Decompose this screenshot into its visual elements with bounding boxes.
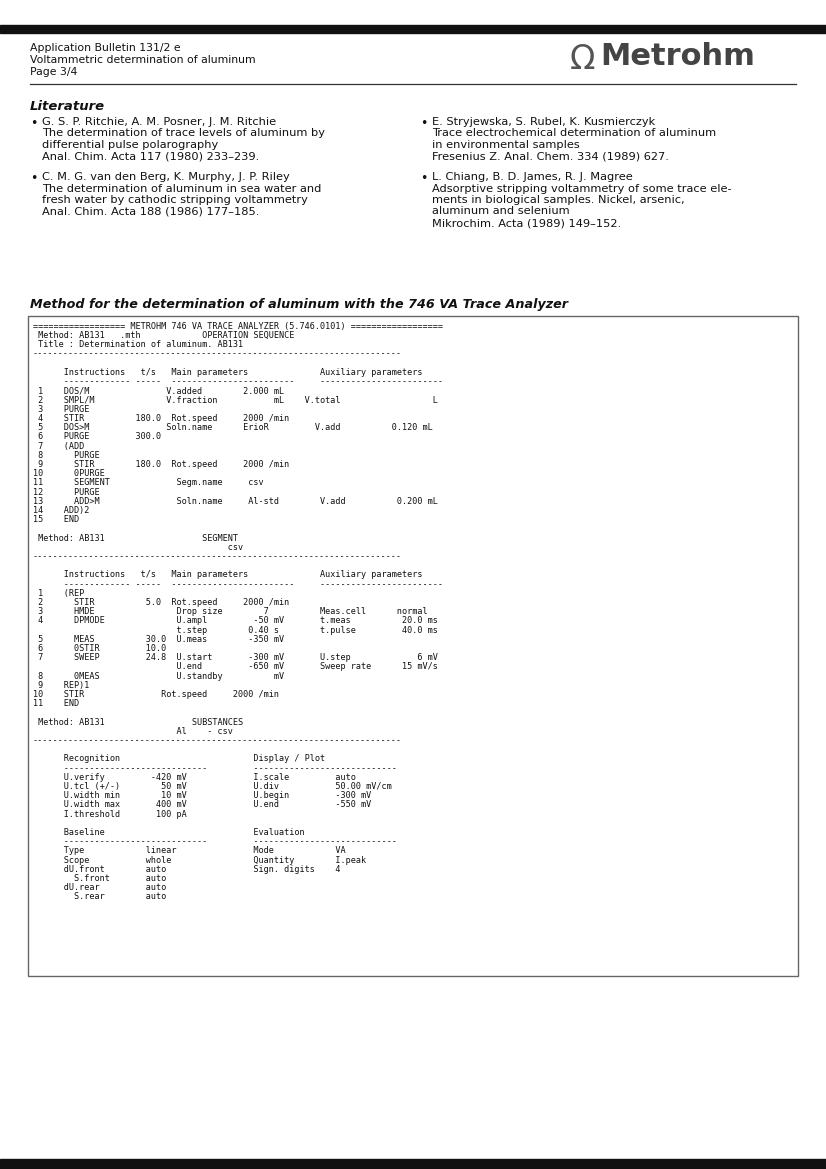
Text: Method: AB131   .mth            OPERATION SEQUENCE: Method: AB131 .mth OPERATION SEQUENCE <box>33 331 294 340</box>
Text: 8      PURGE: 8 PURGE <box>33 451 100 459</box>
Text: U.end         -650 mV       Sweep rate      15 mV/s: U.end -650 mV Sweep rate 15 mV/s <box>33 663 438 671</box>
Text: 4      DPMODE              U.ampl         -50 mV       t.meas          20.0 ms: 4 DPMODE U.ampl -50 mV t.meas 20.0 ms <box>33 616 438 625</box>
Text: 5    DOS>M               Soln.name      ErioR         V.add          0.120 mL: 5 DOS>M Soln.name ErioR V.add 0.120 mL <box>33 423 433 433</box>
Text: The determination of trace levels of aluminum by: The determination of trace levels of alu… <box>42 129 325 138</box>
Text: t.step        0.40 s        t.pulse         40.0 ms: t.step 0.40 s t.pulse 40.0 ms <box>33 625 438 635</box>
Text: •: • <box>30 172 37 185</box>
Text: fresh water by cathodic stripping voltammetry: fresh water by cathodic stripping voltam… <box>42 195 308 205</box>
Text: ------------------------------------------------------------------------: ----------------------------------------… <box>33 552 402 561</box>
Text: L. Chiang, B. D. James, R. J. Magree: L. Chiang, B. D. James, R. J. Magree <box>432 172 633 182</box>
Text: S.front       auto: S.front auto <box>33 874 166 883</box>
Text: Trace electrochemical determination of aluminum: Trace electrochemical determination of a… <box>432 129 716 138</box>
Text: I.threshold       100 pA: I.threshold 100 pA <box>33 810 187 818</box>
Text: 9      STIR        180.0  Rot.speed     2000 /min: 9 STIR 180.0 Rot.speed 2000 /min <box>33 459 289 469</box>
Text: 2    SMPL/M              V.fraction           mL    V.total                  L: 2 SMPL/M V.fraction mL V.total L <box>33 395 438 404</box>
Text: Adsorptive stripping voltammetry of some trace ele-: Adsorptive stripping voltammetry of some… <box>432 184 732 194</box>
Text: Page 3/4: Page 3/4 <box>30 67 78 77</box>
Text: ------------- -----  ------------------------     ------------------------: ------------- ----- --------------------… <box>33 580 443 589</box>
Text: ----------------------------         ----------------------------: ---------------------------- -----------… <box>33 837 396 846</box>
Text: ----------------------------         ----------------------------: ---------------------------- -----------… <box>33 763 396 773</box>
Text: Ω: Ω <box>570 43 596 76</box>
Text: Application Bulletin 131/2 e: Application Bulletin 131/2 e <box>30 43 181 53</box>
Text: 13      ADD>M               Soln.name     Al-std        V.add          0.200 mL: 13 ADD>M Soln.name Al-std V.add 0.200 mL <box>33 497 438 506</box>
Text: ------------- -----  ------------------------     ------------------------: ------------- ----- --------------------… <box>33 378 443 386</box>
Text: Method: AB131                 SUBSTANCES: Method: AB131 SUBSTANCES <box>33 718 243 727</box>
Text: Anal. Chim. Acta 188 (1986) 177–185.: Anal. Chim. Acta 188 (1986) 177–185. <box>42 207 259 216</box>
Text: ------------------------------------------------------------------------: ----------------------------------------… <box>33 350 402 359</box>
Bar <box>28 316 798 976</box>
Text: 11      SEGMENT             Segm.name     csv: 11 SEGMENT Segm.name csv <box>33 478 263 487</box>
Text: 3    PURGE: 3 PURGE <box>33 404 89 414</box>
Text: Metrohm: Metrohm <box>600 42 755 71</box>
Text: 7      SWEEP         24.8  U.start       -300 mV       U.step             6 mV: 7 SWEEP 24.8 U.start -300 mV U.step 6 mV <box>33 653 438 662</box>
Text: Literature: Literature <box>30 101 105 113</box>
Text: ================== METROHM 746 VA TRACE ANALYZER (5.746.0101) ==================: ================== METROHM 746 VA TRACE … <box>33 321 443 331</box>
Text: Anal. Chim. Acta 117 (1980) 233–239.: Anal. Chim. Acta 117 (1980) 233–239. <box>42 152 259 161</box>
Text: Recognition                          Display / Plot: Recognition Display / Plot <box>33 754 325 763</box>
Text: •: • <box>420 117 427 130</box>
Text: 11    END: 11 END <box>33 699 79 708</box>
Text: S.rear        auto: S.rear auto <box>33 892 166 901</box>
Text: Instructions   t/s   Main parameters              Auxiliary parameters: Instructions t/s Main parameters Auxilia… <box>33 570 423 580</box>
Text: U.width max       400 mV             U.end           -550 mV: U.width max 400 mV U.end -550 mV <box>33 801 371 809</box>
Text: 2      STIR          5.0  Rot.speed     2000 /min: 2 STIR 5.0 Rot.speed 2000 /min <box>33 599 289 607</box>
Text: 10    STIR               Rot.speed     2000 /min: 10 STIR Rot.speed 2000 /min <box>33 690 279 699</box>
Text: 1    (REP: 1 (REP <box>33 589 84 597</box>
Text: Voltammetric determination of aluminum: Voltammetric determination of aluminum <box>30 55 255 65</box>
Text: ------------------------------------------------------------------------: ----------------------------------------… <box>33 736 402 745</box>
Text: in environmental samples: in environmental samples <box>432 140 580 150</box>
Text: 6    PURGE         300.0: 6 PURGE 300.0 <box>33 433 161 442</box>
Text: Title : Determination of aluminum. AB131: Title : Determination of aluminum. AB131 <box>33 340 243 350</box>
Text: aluminum and selenium: aluminum and selenium <box>432 207 570 216</box>
Text: •: • <box>30 117 37 130</box>
Text: The determination of aluminum in sea water and: The determination of aluminum in sea wat… <box>42 184 321 194</box>
Text: Fresenius Z. Anal. Chem. 334 (1989) 627.: Fresenius Z. Anal. Chem. 334 (1989) 627. <box>432 152 669 161</box>
Text: 7    (ADD: 7 (ADD <box>33 442 84 450</box>
Text: Method: AB131                   SEGMENT: Method: AB131 SEGMENT <box>33 533 238 542</box>
Text: 4    STIR          180.0  Rot.speed     2000 /min: 4 STIR 180.0 Rot.speed 2000 /min <box>33 414 289 423</box>
Text: Baseline                             Evaluation: Baseline Evaluation <box>33 828 305 837</box>
Text: dU.rear         auto: dU.rear auto <box>33 884 166 892</box>
Text: 14    ADD)2: 14 ADD)2 <box>33 506 89 516</box>
Text: U.verify         -420 mV             I.scale         auto: U.verify -420 mV I.scale auto <box>33 773 356 782</box>
Text: Instructions   t/s   Main parameters              Auxiliary parameters: Instructions t/s Main parameters Auxilia… <box>33 368 423 376</box>
Text: dU.front        auto                 Sign. digits    4: dU.front auto Sign. digits 4 <box>33 865 340 873</box>
Text: Al    - csv: Al - csv <box>33 727 233 735</box>
Text: U.width min        10 mV             U.begin         -300 mV: U.width min 10 mV U.begin -300 mV <box>33 791 371 801</box>
Text: 6      0STIR         10.0: 6 0STIR 10.0 <box>33 644 166 653</box>
Text: C. M. G. van den Berg, K. Murphy, J. P. Riley: C. M. G. van den Berg, K. Murphy, J. P. … <box>42 172 290 182</box>
Text: 15    END: 15 END <box>33 516 79 524</box>
Text: 12      PURGE: 12 PURGE <box>33 487 100 497</box>
Text: 1    DOS/M               V.added        2.000 mL: 1 DOS/M V.added 2.000 mL <box>33 387 284 395</box>
Text: differential pulse polarography: differential pulse polarography <box>42 140 218 150</box>
Text: 9    REP)1: 9 REP)1 <box>33 680 89 690</box>
Text: Scope           whole                Quantity        I.peak: Scope whole Quantity I.peak <box>33 856 366 865</box>
Text: E. Stryjewska, S. Rubel, K. Kusmierczyk: E. Stryjewska, S. Rubel, K. Kusmierczyk <box>432 117 655 127</box>
Text: 3      HMDE                Drop size        7          Meas.cell      normal: 3 HMDE Drop size 7 Meas.cell normal <box>33 607 428 616</box>
Text: ments in biological samples. Nickel, arsenic,: ments in biological samples. Nickel, ars… <box>432 195 685 205</box>
Text: •: • <box>420 172 427 185</box>
Bar <box>0 25 826 33</box>
Text: G. S. P. Ritchie, A. M. Posner, J. M. Ritchie: G. S. P. Ritchie, A. M. Posner, J. M. Ri… <box>42 117 276 127</box>
Text: 8      0MEAS               U.standby          mV: 8 0MEAS U.standby mV <box>33 672 284 680</box>
Text: 5      MEAS          30.0  U.meas        -350 mV: 5 MEAS 30.0 U.meas -350 mV <box>33 635 284 644</box>
Text: 10      0PURGE: 10 0PURGE <box>33 469 105 478</box>
Bar <box>0 1158 826 1169</box>
Text: Mikrochim. Acta (1989) 149–152.: Mikrochim. Acta (1989) 149–152. <box>432 217 621 228</box>
Text: U.tcl (+/-)        50 mV             U.div           50.00 mV/cm: U.tcl (+/-) 50 mV U.div 50.00 mV/cm <box>33 782 392 791</box>
Text: Type            linear               Mode            VA: Type linear Mode VA <box>33 846 345 856</box>
Text: Method for the determination of aluminum with the 746 VA Trace Analyzer: Method for the determination of aluminum… <box>30 298 568 311</box>
Text: csv: csv <box>33 542 243 552</box>
